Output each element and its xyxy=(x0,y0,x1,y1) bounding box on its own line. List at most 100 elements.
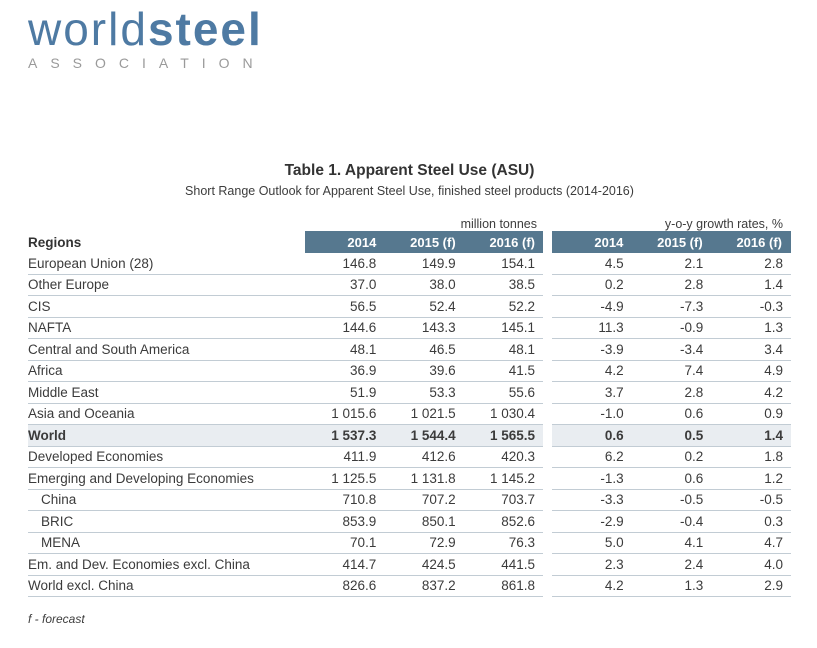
tonnes-2016f-cell: 55.6 xyxy=(508,384,535,400)
growth-2014-cell: -3.3 xyxy=(600,492,624,508)
page: worldsteel ASSOCIATION Table 1. Apparent… xyxy=(28,6,791,626)
growth-2016f-cell: 4.0 xyxy=(764,556,783,572)
tonnes-2014-cell: 36.9 xyxy=(350,363,377,379)
table-row: Asia and Oceania 1 015.6 1 021.5 1 030.4… xyxy=(28,404,791,426)
growth-2016f-cell: 1.4 xyxy=(764,427,783,443)
growth-2014-cell: 4.2 xyxy=(604,578,624,594)
region-cell: Em. and Dev. Economies excl. China xyxy=(28,556,250,572)
growth-year-header-2016f: 2016 (f) xyxy=(736,234,782,250)
growth-2015f-cell: -3.4 xyxy=(680,341,704,357)
tonnes-2015f-cell: 1 021.5 xyxy=(410,406,456,422)
column-group-gap xyxy=(543,339,552,361)
column-group-gap xyxy=(543,296,552,318)
heading: Table 1. Apparent Steel Use (ASU) Short … xyxy=(28,162,791,198)
region-cell: NAFTA xyxy=(28,320,72,336)
growth-2014-cell: 6.2 xyxy=(604,449,624,465)
tonnes-2016f-cell: 852.6 xyxy=(501,513,535,529)
region-cell: World excl. China xyxy=(28,578,134,594)
column-group-gap xyxy=(543,576,552,598)
tonnes-year-header-2016f: 2016 (f) xyxy=(489,234,535,250)
table-row: CIS 56.5 52.4 52.2 -4.9 -7.3 -0.3 xyxy=(28,296,791,318)
region-cell: European Union (28) xyxy=(28,255,154,271)
tonnes-2014-cell: 37.0 xyxy=(350,277,377,293)
worldsteel-logo: worldsteel ASSOCIATION xyxy=(28,6,791,70)
tonnes-2014-cell: 56.5 xyxy=(350,298,377,314)
growth-2015f-cell: 2.8 xyxy=(684,277,704,293)
table-row: Developed Economies 411.9 412.6 420.3 6.… xyxy=(28,447,791,468)
growth-year-header-2015f: 2015 (f) xyxy=(657,234,703,250)
tonnes-2015f-cell: 46.5 xyxy=(429,341,456,357)
tonnes-2015f-cell: 149.9 xyxy=(421,255,456,271)
table-row: Other Europe 37.0 38.0 38.5 0.2 2.8 1.4 xyxy=(28,275,791,297)
tonnes-2014-cell: 826.6 xyxy=(342,578,377,594)
growth-year-header-2014: 2014 xyxy=(594,234,624,250)
growth-2015f-cell: -0.5 xyxy=(680,492,704,508)
column-group-gap xyxy=(543,382,552,404)
growth-2016f-cell: 0.9 xyxy=(764,406,783,422)
table-row: Middle East 51.9 53.3 55.6 3.7 2.8 4.2 xyxy=(28,382,791,404)
tonnes-2014-cell: 710.8 xyxy=(342,492,377,508)
table-row: European Union (28) 146.8 149.9 154.1 4.… xyxy=(28,253,791,275)
growth-2014-cell: -4.9 xyxy=(600,298,624,314)
tonnes-2014-cell: 1 537.3 xyxy=(331,427,377,443)
growth-2015f-cell: -0.9 xyxy=(680,320,704,336)
tonnes-2016f-cell: 76.3 xyxy=(508,535,535,551)
growth-2015f-cell: -0.4 xyxy=(680,513,704,529)
tonnes-2015f-cell: 424.5 xyxy=(421,556,456,572)
growth-2014-cell: -3.9 xyxy=(600,341,624,357)
column-group-gap xyxy=(543,404,552,426)
growth-2016f-cell: 4.7 xyxy=(764,535,783,551)
forecast-footnote: f - forecast xyxy=(28,612,85,626)
page-title: Table 1. Apparent Steel Use (ASU) xyxy=(284,162,535,179)
tonnes-2014-cell: 146.8 xyxy=(342,255,377,271)
growth-2016f-cell: 3.4 xyxy=(764,341,783,357)
tonnes-2015f-cell: 850.1 xyxy=(421,513,456,529)
growth-2015f-cell: 2.8 xyxy=(684,384,704,400)
table-row: World excl. China 826.6 837.2 861.8 4.2 … xyxy=(28,576,791,598)
logo-word-bold: steel xyxy=(147,3,263,55)
table-row: Em. and Dev. Economies excl. China 414.7… xyxy=(28,554,791,576)
tonnes-2014-cell: 51.9 xyxy=(350,384,377,400)
growth-2016f-cell: 1.8 xyxy=(764,449,783,465)
growth-2014-cell: 11.3 xyxy=(598,320,624,336)
tonnes-2015f-cell: 1 544.4 xyxy=(410,427,456,443)
growth-2016f-cell: 1.2 xyxy=(764,470,783,486)
tonnes-2016f-cell: 52.2 xyxy=(508,298,535,314)
column-group-gap xyxy=(543,511,552,533)
table-row: World 1 537.3 1 544.4 1 565.5 0.6 0.5 1.… xyxy=(28,425,791,447)
region-cell: Asia and Oceania xyxy=(28,406,135,422)
tonnes-2016f-cell: 703.7 xyxy=(501,492,535,508)
growth-2015f-cell: 1.3 xyxy=(684,578,704,594)
tonnes-2016f-cell: 420.3 xyxy=(501,449,535,465)
region-cell: BRIC xyxy=(41,513,74,529)
table-row: China 710.8 707.2 703.7 -3.3 -0.5 -0.5 xyxy=(28,490,791,512)
growth-2014-cell: -1.0 xyxy=(600,406,624,422)
column-group-gap xyxy=(543,490,552,512)
region-cell: MENA xyxy=(41,535,81,551)
growth-2016f-cell: -0.5 xyxy=(759,492,783,508)
column-group-gap xyxy=(543,275,552,297)
column-group-gap xyxy=(543,425,552,447)
growth-2014-cell: -2.9 xyxy=(600,513,624,529)
group-labels-row: million tonnes y-o-y growth rates, % xyxy=(28,214,791,231)
logo-association-label: ASSOCIATION xyxy=(28,55,266,71)
region-cell: Emerging and Developing Economies xyxy=(28,470,254,486)
table-row: BRIC 853.9 850.1 852.6 -2.9 -0.4 0.3 xyxy=(28,511,791,533)
region-cell: World xyxy=(28,427,66,443)
tonnes-year-header-bar: 2014 2015 (f) 2016 (f) xyxy=(305,231,543,253)
region-cell: CIS xyxy=(28,298,51,314)
column-group-gap xyxy=(543,554,552,576)
column-group-gap xyxy=(543,253,552,275)
growth-2014-cell: 0.2 xyxy=(604,277,624,293)
growth-2014-cell: 0.6 xyxy=(604,427,624,443)
growth-2016f-cell: 4.2 xyxy=(764,384,783,400)
table-body: European Union (28) 146.8 149.9 154.1 4.… xyxy=(28,253,791,597)
table-row: Central and South America 48.1 46.5 48.1… xyxy=(28,339,791,361)
region-cell: Developed Economies xyxy=(28,449,164,465)
tonnes-2014-cell: 144.6 xyxy=(342,320,377,336)
growth-2016f-cell: 2.9 xyxy=(764,578,783,594)
group-label-million-tonnes: million tonnes xyxy=(460,217,537,231)
table-row: Africa 36.9 39.6 41.5 4.2 7.4 4.9 xyxy=(28,361,791,382)
tonnes-2014-cell: 48.1 xyxy=(350,341,377,357)
tonnes-2015f-cell: 412.6 xyxy=(421,449,456,465)
